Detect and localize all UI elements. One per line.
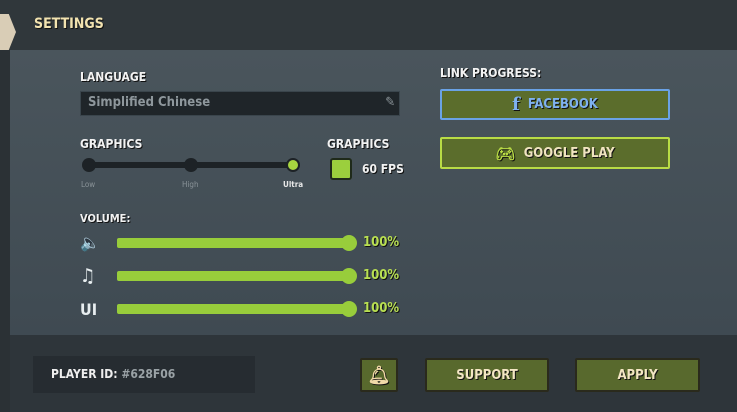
slider-stop-ultra[interactable]: [286, 158, 300, 172]
language-value: Simplified Chinese: [88, 95, 211, 110]
bell-icon: 🔔︎: [367, 364, 391, 386]
gamepad-icon: 🎮︎: [495, 143, 516, 163]
edit-icon[interactable]: ✎: [385, 95, 395, 110]
master-volume-value: 100%: [363, 235, 400, 250]
master-volume-knob[interactable]: [341, 235, 357, 251]
support-button[interactable]: SUPPORT: [425, 358, 549, 392]
header-bar: [0, 0, 737, 50]
level-ultra: Ultra: [283, 180, 304, 189]
slider-stop-high[interactable]: [184, 158, 198, 172]
page-title: SETTINGS: [34, 16, 104, 32]
ui-volume-value: 100%: [363, 301, 400, 316]
music-volume-slider[interactable]: [117, 271, 348, 281]
ui-icon: UI: [80, 300, 98, 319]
volume-label: VOLUME:: [80, 212, 131, 225]
language-input[interactable]: Simplified Chinese ✎: [80, 91, 400, 116]
back-tab[interactable]: [0, 14, 16, 50]
google-play-button[interactable]: 🎮︎ GOOGLE PLAY: [440, 137, 670, 169]
fps-option: 60 FPS: [362, 162, 404, 176]
notifications-button[interactable]: 🔔︎: [360, 358, 398, 392]
graphics-fps-label: GRAPHICS: [327, 137, 390, 151]
player-id: PLAYER ID: #628F06: [33, 356, 255, 393]
music-volume-knob[interactable]: [341, 268, 357, 284]
fps-checkbox[interactable]: [330, 158, 352, 180]
player-id-label: PLAYER ID:: [51, 367, 118, 381]
google-play-label: GOOGLE PLAY: [523, 145, 615, 161]
music-note-icon: ♫: [80, 265, 96, 287]
facebook-button[interactable]: f FACEBOOK: [440, 89, 670, 120]
facebook-label: FACEBOOK: [527, 97, 598, 112]
level-high: High: [182, 180, 199, 189]
level-low: Low: [81, 180, 96, 189]
slider-stop-low[interactable]: [82, 158, 96, 172]
ui-volume-knob[interactable]: [341, 301, 357, 317]
facebook-icon: f: [512, 94, 520, 115]
language-label: LANGUAGE: [80, 70, 147, 84]
master-volume-slider[interactable]: [117, 238, 348, 248]
player-id-value: #628F06: [121, 367, 176, 381]
graphics-quality-label: GRAPHICS: [80, 137, 143, 151]
apply-button[interactable]: APPLY: [575, 358, 700, 392]
link-progress-label: LINK PROGRESS:: [440, 66, 542, 80]
music-volume-value: 100%: [363, 268, 400, 283]
speaker-icon: 🔈: [80, 233, 100, 252]
ui-volume-slider[interactable]: [117, 304, 348, 314]
